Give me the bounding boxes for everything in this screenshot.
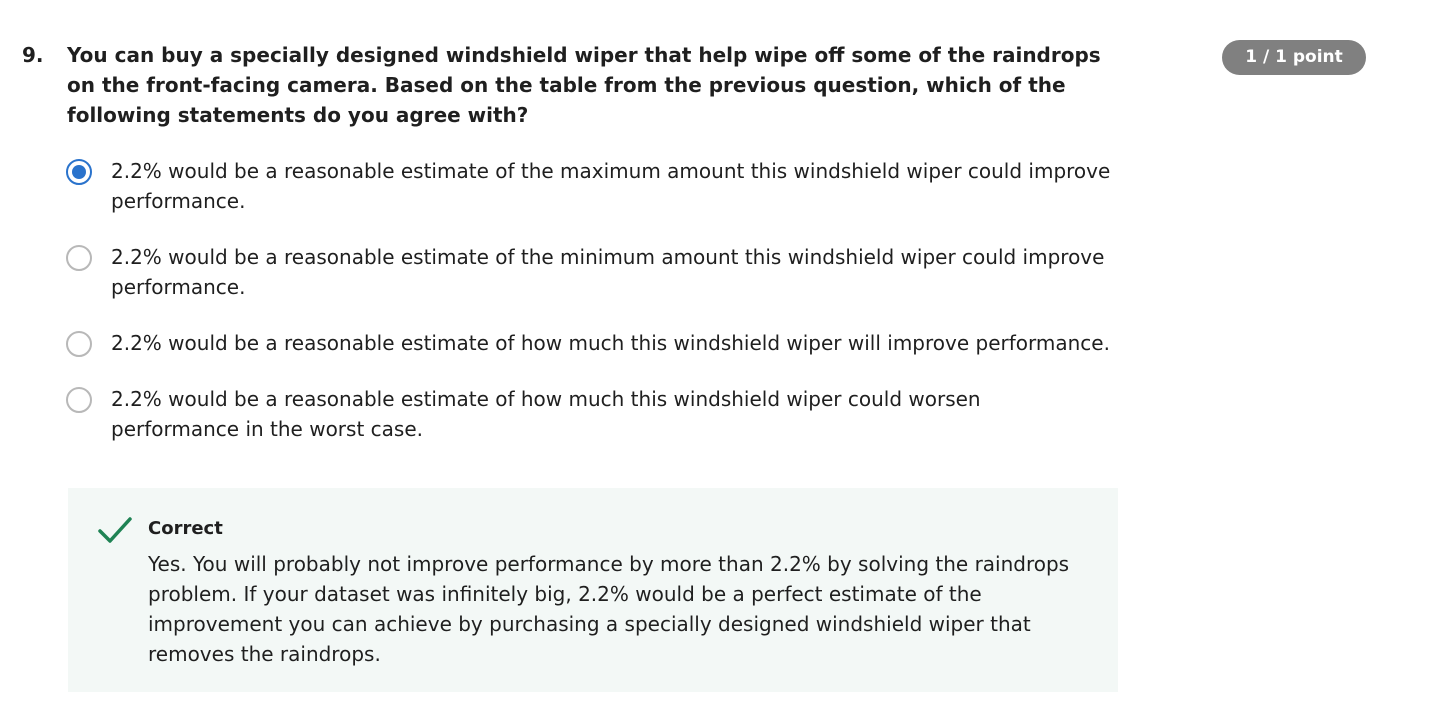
points-badge: 1 / 1 point [1222,40,1366,75]
answer-option-label: 2.2% would be a reasonable estimate of h… [111,387,981,441]
radio-button[interactable] [66,331,92,357]
feedback-title: Correct [148,518,223,539]
radio-button[interactable] [66,387,92,413]
answer-option-label: 2.2% would be a reasonable estimate of h… [111,331,1110,355]
radio-button-selected[interactable] [66,159,92,185]
answer-option-label: 2.2% would be a reasonable estimate of t… [111,245,1105,299]
radio-button[interactable] [66,245,92,271]
checkmark-icon [98,517,132,543]
feedback-text: Yes. You will probably not improve perfo… [148,552,1070,666]
question-text: You can buy a specially designed windshi… [67,43,1101,127]
question-number: 9. [22,43,44,67]
feedback-panel: Correct Yes. You will probably not impro… [68,488,1118,692]
answer-option-label: 2.2% would be a reasonable estimate of t… [111,159,1111,213]
